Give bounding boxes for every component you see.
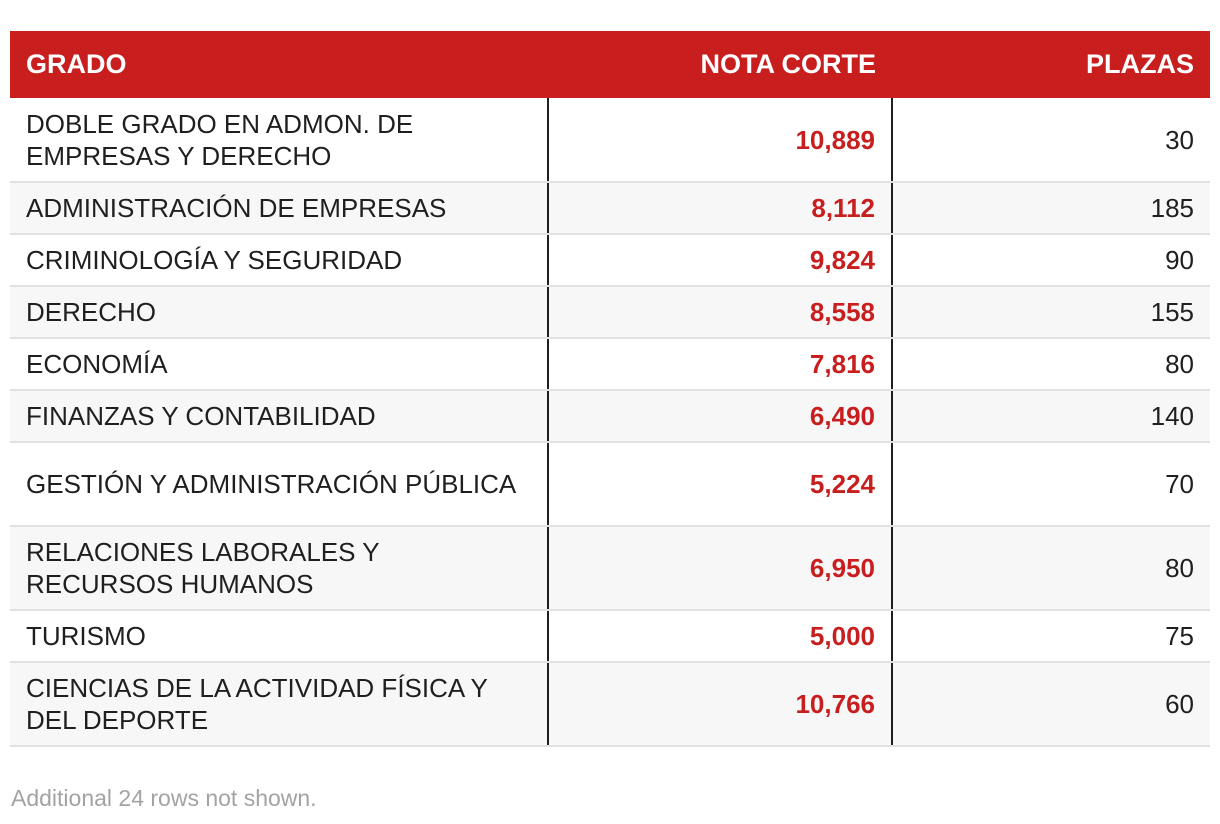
table-container: GRADO NOTA CORTE PLAZAS DOBLE GRADO EN A… bbox=[10, 31, 1210, 747]
cell-nota-corte: 7,816 bbox=[547, 338, 893, 391]
cell-grado: CIENCIAS DE LA ACTIVIDAD FÍSICA Y DEL DE… bbox=[10, 662, 548, 747]
cell-grado: ECONOMÍA bbox=[10, 338, 548, 391]
cell-plazas: 75 bbox=[892, 610, 1210, 663]
table-row: CIENCIAS DE LA ACTIVIDAD FÍSICA Y DEL DE… bbox=[10, 662, 1210, 747]
cell-plazas: 140 bbox=[892, 390, 1210, 443]
cell-nota-corte: 5,000 bbox=[547, 610, 893, 663]
cell-nota-corte: 6,950 bbox=[547, 526, 893, 611]
cell-nota-corte: 9,824 bbox=[547, 234, 893, 287]
cell-nota-corte: 6,490 bbox=[547, 390, 893, 443]
cell-grado: ADMINISTRACIÓN DE EMPRESAS bbox=[10, 182, 548, 235]
column-header-nota-corte[interactable]: NOTA CORTE bbox=[700, 49, 877, 79]
cell-nota-corte: 10,766 bbox=[547, 662, 893, 747]
table-row: ECONOMÍA 7,816 80 bbox=[10, 338, 1210, 391]
cell-nota-corte: 8,558 bbox=[547, 286, 893, 339]
cell-grado: TURISMO bbox=[10, 610, 548, 663]
cell-plazas: 155 bbox=[892, 286, 1210, 339]
table-row: RELACIONES LABORALES Y RECURSOS HUMANOS 6… bbox=[10, 526, 1210, 611]
cell-grado: DOBLE GRADO EN ADMON. DE EMPRESAS Y DERE… bbox=[10, 98, 548, 183]
cell-plazas: 80 bbox=[892, 526, 1210, 611]
table-row: DOBLE GRADO EN ADMON. DE EMPRESAS Y DERE… bbox=[10, 98, 1210, 183]
table-row: GESTIÓN Y ADMINISTRACIÓN PÚBLICA 5,224 70 bbox=[10, 442, 1210, 527]
column-header-plazas[interactable]: PLAZAS bbox=[1086, 49, 1194, 79]
table-row: CRIMINOLOGÍA Y SEGURIDAD 9,824 90 bbox=[10, 234, 1210, 287]
cell-plazas: 70 bbox=[892, 442, 1210, 527]
cell-plazas: 30 bbox=[892, 98, 1210, 183]
table-header-row: GRADO NOTA CORTE PLAZAS bbox=[10, 31, 1210, 98]
cell-plazas: 90 bbox=[892, 234, 1210, 287]
cell-plazas: 60 bbox=[892, 662, 1210, 747]
cell-grado: FINANZAS Y CONTABILIDAD bbox=[10, 390, 548, 443]
cell-grado: RELACIONES LABORALES Y RECURSOS HUMANOS bbox=[10, 526, 548, 611]
cell-plazas: 185 bbox=[892, 182, 1210, 235]
column-header-grado[interactable]: GRADO bbox=[26, 49, 127, 79]
cell-plazas: 80 bbox=[892, 338, 1210, 391]
cell-grado: GESTIÓN Y ADMINISTRACIÓN PÚBLICA bbox=[10, 442, 548, 527]
table-row: DERECHO 8,558 155 bbox=[10, 286, 1210, 339]
cutoff-table: GRADO NOTA CORTE PLAZAS DOBLE GRADO EN A… bbox=[10, 31, 1210, 747]
table-row: FINANZAS Y CONTABILIDAD 6,490 140 bbox=[10, 390, 1210, 443]
footnote: Additional 24 rows not shown. bbox=[11, 785, 317, 811]
cell-nota-corte: 5,224 bbox=[547, 442, 893, 527]
cell-nota-corte: 10,889 bbox=[547, 98, 893, 183]
table-row: ADMINISTRACIÓN DE EMPRESAS 8,112 185 bbox=[10, 182, 1210, 235]
cell-grado: DERECHO bbox=[10, 286, 548, 339]
cell-nota-corte: 8,112 bbox=[547, 182, 893, 235]
cell-grado: CRIMINOLOGÍA Y SEGURIDAD bbox=[10, 234, 548, 287]
table-row: TURISMO 5,000 75 bbox=[10, 610, 1210, 663]
table-body: DOBLE GRADO EN ADMON. DE EMPRESAS Y DERE… bbox=[10, 98, 1210, 747]
